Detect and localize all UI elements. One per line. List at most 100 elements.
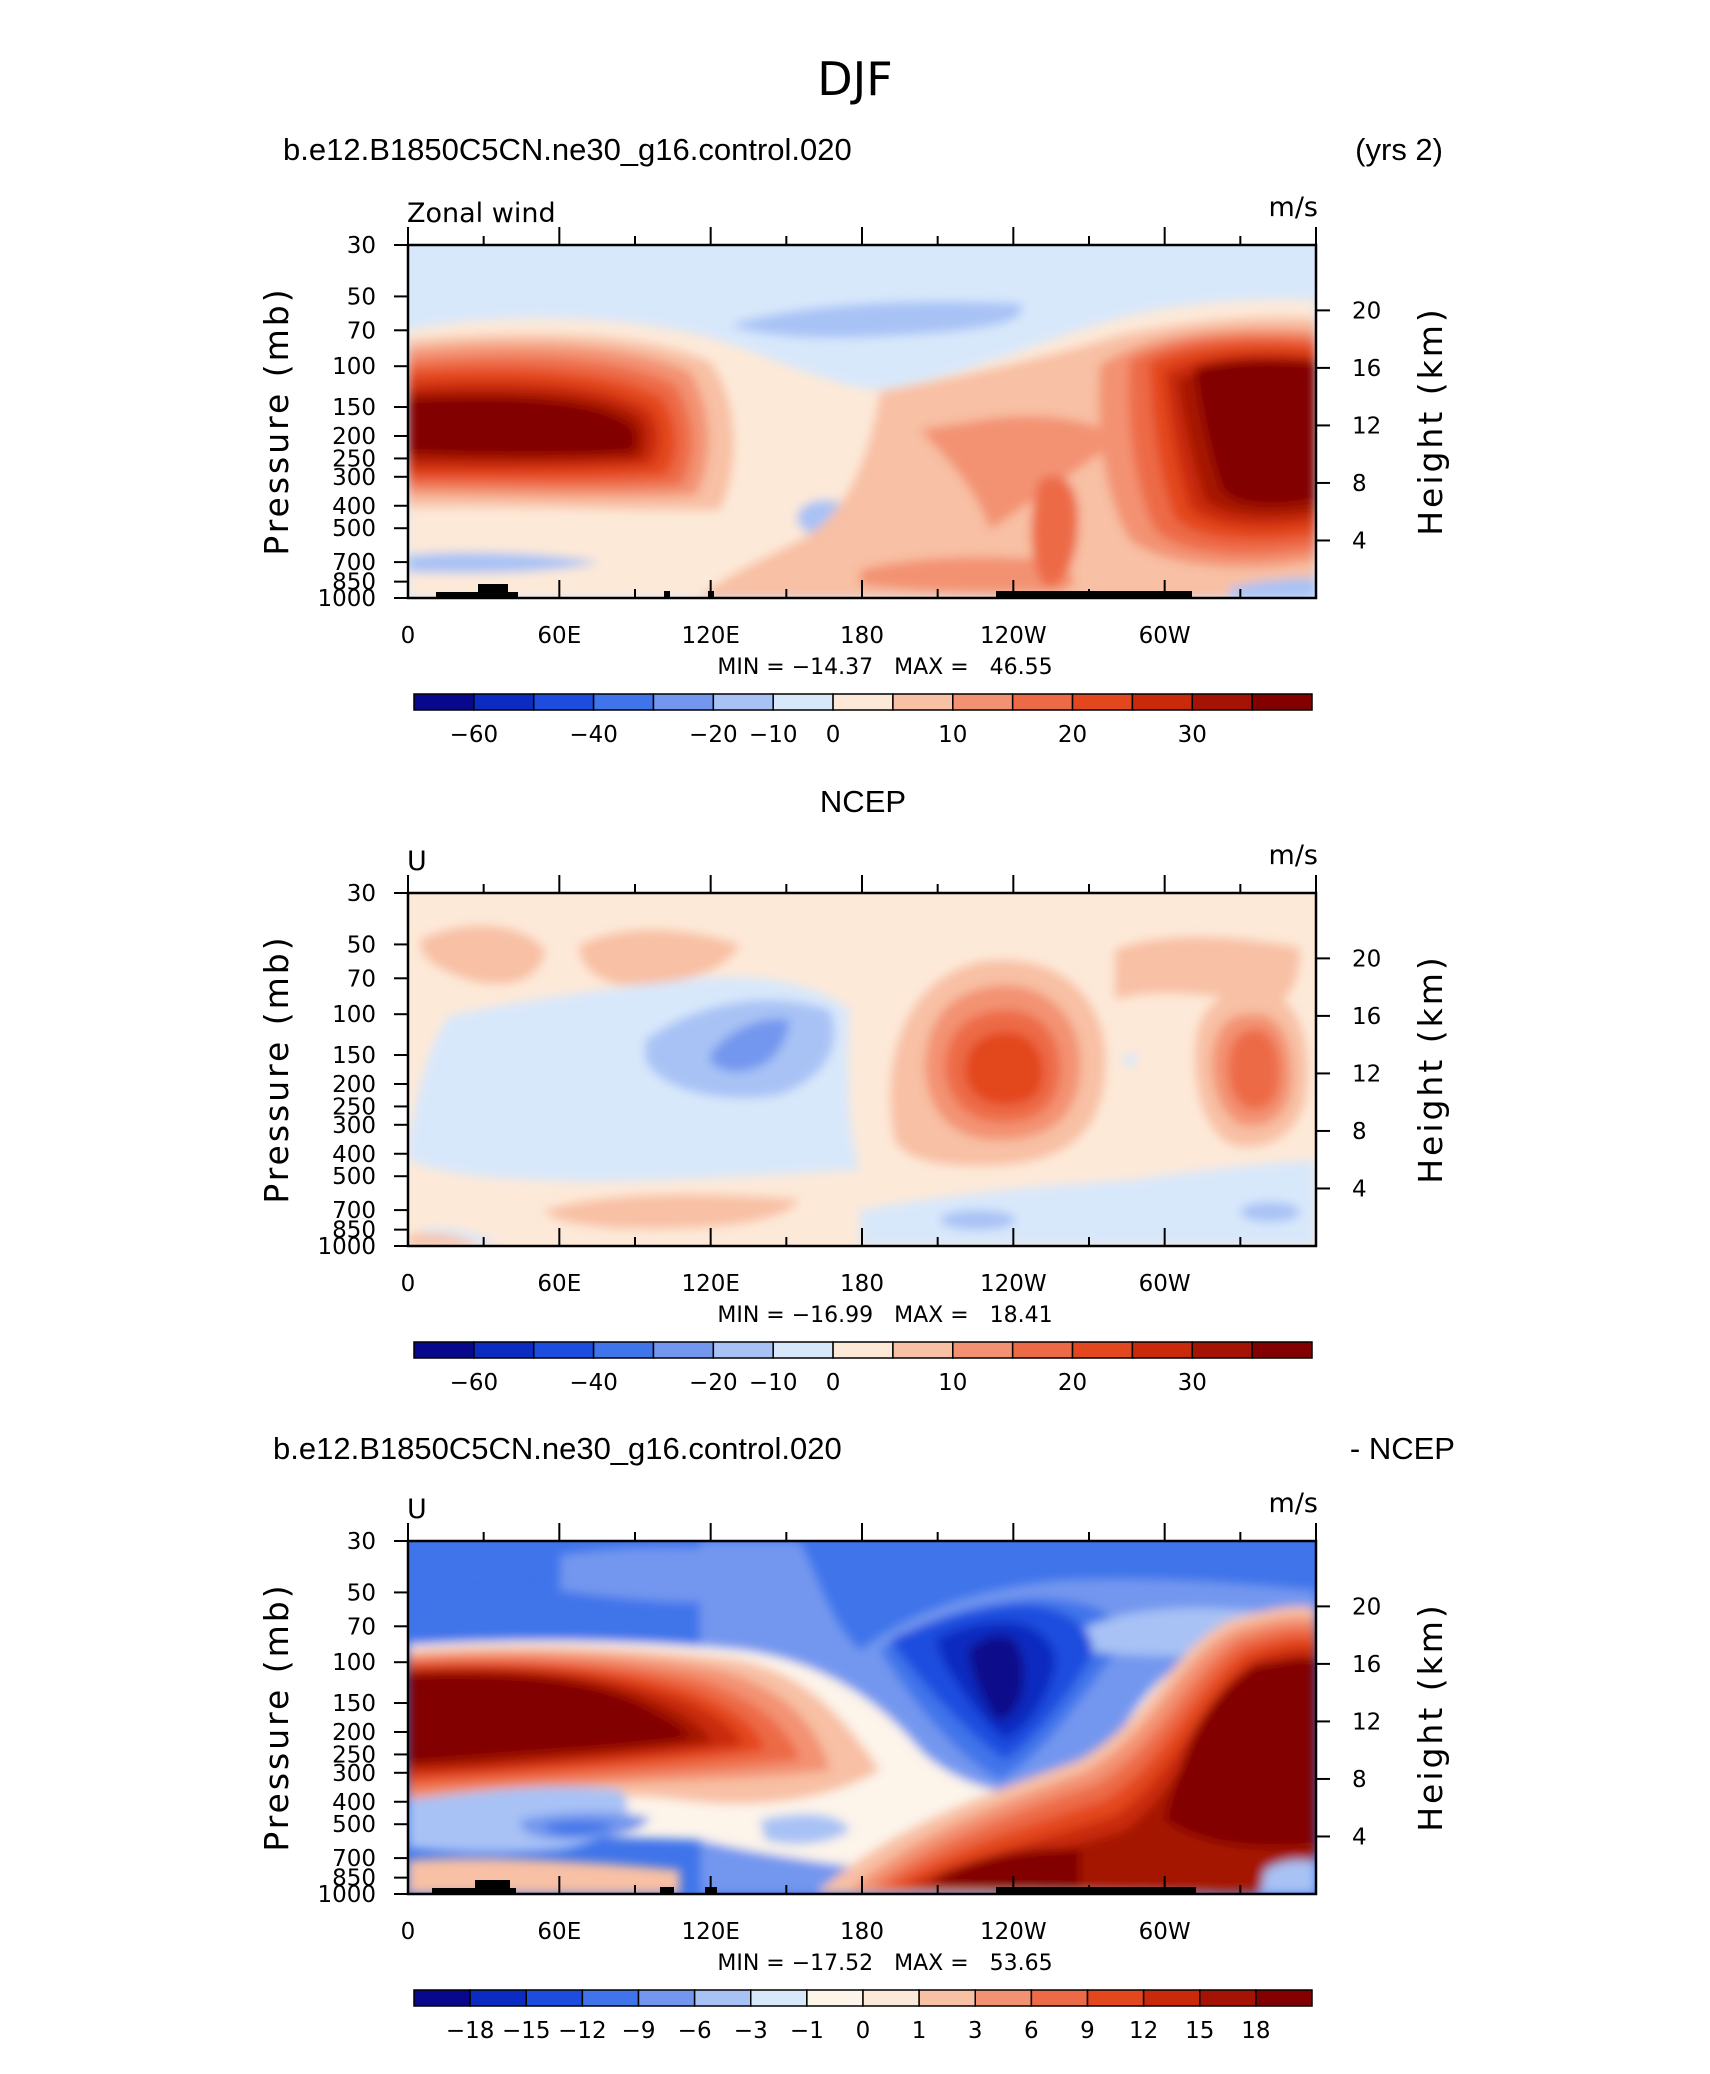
x-tick-label: 120E	[681, 623, 739, 649]
panel-3-ylabel-left: Pressure (mb)	[257, 1582, 296, 1851]
colorbar-box	[592, 693, 655, 711]
panel-2-variable-label: U	[407, 846, 427, 877]
colorbar-box	[1030, 1989, 1089, 2007]
colorbar-label: −12	[558, 2018, 607, 2044]
panel-difference: b.e12.B1850C5CN.ne30_g16.control.020 - N…	[257, 1431, 1455, 2044]
colorbar-box	[1199, 1989, 1257, 2007]
y-tick-label: 850	[332, 1866, 376, 1892]
panel-3-minmax-label: MIN = −17.52 MAX = 53.65	[717, 1951, 1052, 1976]
y-tick-label: 400	[332, 494, 376, 520]
colorbar-label: 9	[1080, 2018, 1095, 2044]
colorbar-label: −10	[749, 1370, 798, 1396]
colorbar-label: 0	[856, 2018, 871, 2044]
y-tick-label: 70	[347, 318, 376, 344]
panel-3-variable-label: U	[407, 1494, 427, 1525]
colorbar-box	[1011, 1341, 1074, 1359]
panel-2-units-label: m/s	[1269, 840, 1318, 871]
y-tick-label: 100	[332, 354, 376, 380]
colorbar-label: −40	[569, 1370, 618, 1396]
panel-2-ylabel-left: Pressure (mb)	[257, 934, 296, 1203]
colorbar-box	[918, 1989, 976, 2007]
colorbar-box	[413, 693, 475, 711]
panel-3-contour-field	[408, 1541, 1316, 1894]
x-tick-label: 120E	[681, 1919, 739, 1945]
y2-tick-label: 12	[1352, 413, 1381, 439]
y-tick-label: 100	[332, 1650, 376, 1676]
y-tick-label: 70	[347, 966, 376, 992]
colorbar-label: 30	[1178, 722, 1207, 748]
panel-model: b.e12.B1850C5CN.ne30_g16.control.020 (yr…	[257, 132, 1450, 748]
colorbar-box	[1071, 693, 1134, 711]
colorbar-box	[637, 1989, 696, 2007]
colorbar-label: 10	[938, 722, 967, 748]
y-tick-label: 400	[332, 1790, 376, 1816]
colorbar-label: −1	[790, 2018, 824, 2044]
panel-1-colorbar: −60 −40 −20 −10 0 10 20 30	[413, 693, 1313, 748]
colorbar-box	[832, 1341, 894, 1359]
colorbar-box	[892, 1341, 954, 1359]
panel-3-case-title: b.e12.B1850C5CN.ne30_g16.control.020	[273, 1431, 842, 1466]
y2-tick-label: 20	[1352, 1594, 1381, 1620]
colorbar-label: 15	[1185, 2018, 1214, 2044]
y-tick-label: 250	[332, 1094, 376, 1120]
y-tick-label: 200	[332, 1072, 376, 1098]
panel-1-minmax-label: MIN = −14.37 MAX = 46.55	[717, 655, 1052, 680]
y2-tick-label: 20	[1352, 946, 1381, 972]
y-tick-label: 250	[332, 1742, 376, 1768]
x-tick-label: 180	[840, 1271, 884, 1297]
panel-2-colorbar: −60 −40 −20 −10 0 10 20 30	[413, 1341, 1313, 1396]
x-tick-label: 60W	[1139, 623, 1191, 649]
colorbar-label: 1	[912, 2018, 927, 2044]
y-tick-label: 50	[347, 932, 376, 958]
y-tick-label: 700	[332, 1846, 376, 1872]
y-tick-label: 300	[332, 465, 376, 491]
x-tick-label: 60W	[1139, 1271, 1191, 1297]
colorbar-box	[974, 1989, 1033, 2007]
x-tick-label: 180	[840, 1919, 884, 1945]
colorbar-label: 30	[1178, 1370, 1207, 1396]
colorbar-box	[581, 1989, 640, 2007]
page-title: DJF	[817, 52, 892, 106]
colorbar-box	[413, 1341, 475, 1359]
y-tick-label: 200	[332, 424, 376, 450]
panel-1-ylabel-left: Pressure (mb)	[257, 286, 296, 555]
y2-tick-label: 8	[1352, 471, 1367, 497]
colorbar-label: 20	[1058, 1370, 1087, 1396]
y-tick-label: 70	[347, 1614, 376, 1640]
y-tick-label: 150	[332, 1043, 376, 1069]
y-tick-label: 850	[332, 1218, 376, 1244]
panel-3-colorbar: −18 −15 −12 −9 −6 −3 −1 0 1 3 6 9 12 15 18	[413, 1989, 1313, 2044]
y-tick-label: 1000	[317, 1234, 376, 1260]
colorbar-label: 12	[1129, 2018, 1158, 2044]
colorbar-label: 0	[826, 1370, 841, 1396]
colorbar-box	[532, 1341, 595, 1359]
panel-3-right-title: - NCEP	[1350, 1431, 1455, 1466]
x-tick-label: 180	[840, 623, 884, 649]
x-tick-label: 0	[401, 623, 416, 649]
y-tick-label: 500	[332, 1164, 376, 1190]
y-tick-label: 250	[332, 446, 376, 472]
y2-tick-label: 20	[1352, 298, 1381, 324]
y-tick-label: 50	[347, 284, 376, 310]
colorbar-box	[892, 693, 954, 711]
y2-tick-label: 16	[1352, 1004, 1381, 1030]
y2-tick-label: 12	[1352, 1061, 1381, 1087]
y-tick-label: 700	[332, 550, 376, 576]
colorbar-label: −10	[749, 722, 798, 748]
colorbar-label: 6	[1024, 2018, 1039, 2044]
colorbar-box	[862, 1989, 920, 2007]
panel-1-contour-field	[408, 245, 1316, 598]
colorbar-box	[473, 693, 535, 711]
colorbar-label: −3	[734, 2018, 768, 2044]
y2-tick-label: 8	[1352, 1119, 1367, 1145]
y2-tick-label: 12	[1352, 1709, 1381, 1735]
y2-tick-label: 16	[1352, 356, 1381, 382]
colorbar-box	[1255, 1989, 1313, 2007]
colorbar-box	[1191, 693, 1253, 711]
panel-2-center-title: NCEP	[820, 784, 906, 819]
colorbar-label: −9	[622, 2018, 656, 2044]
colorbar-label: −6	[678, 2018, 712, 2044]
y2-tick-label: 8	[1352, 1767, 1367, 1793]
